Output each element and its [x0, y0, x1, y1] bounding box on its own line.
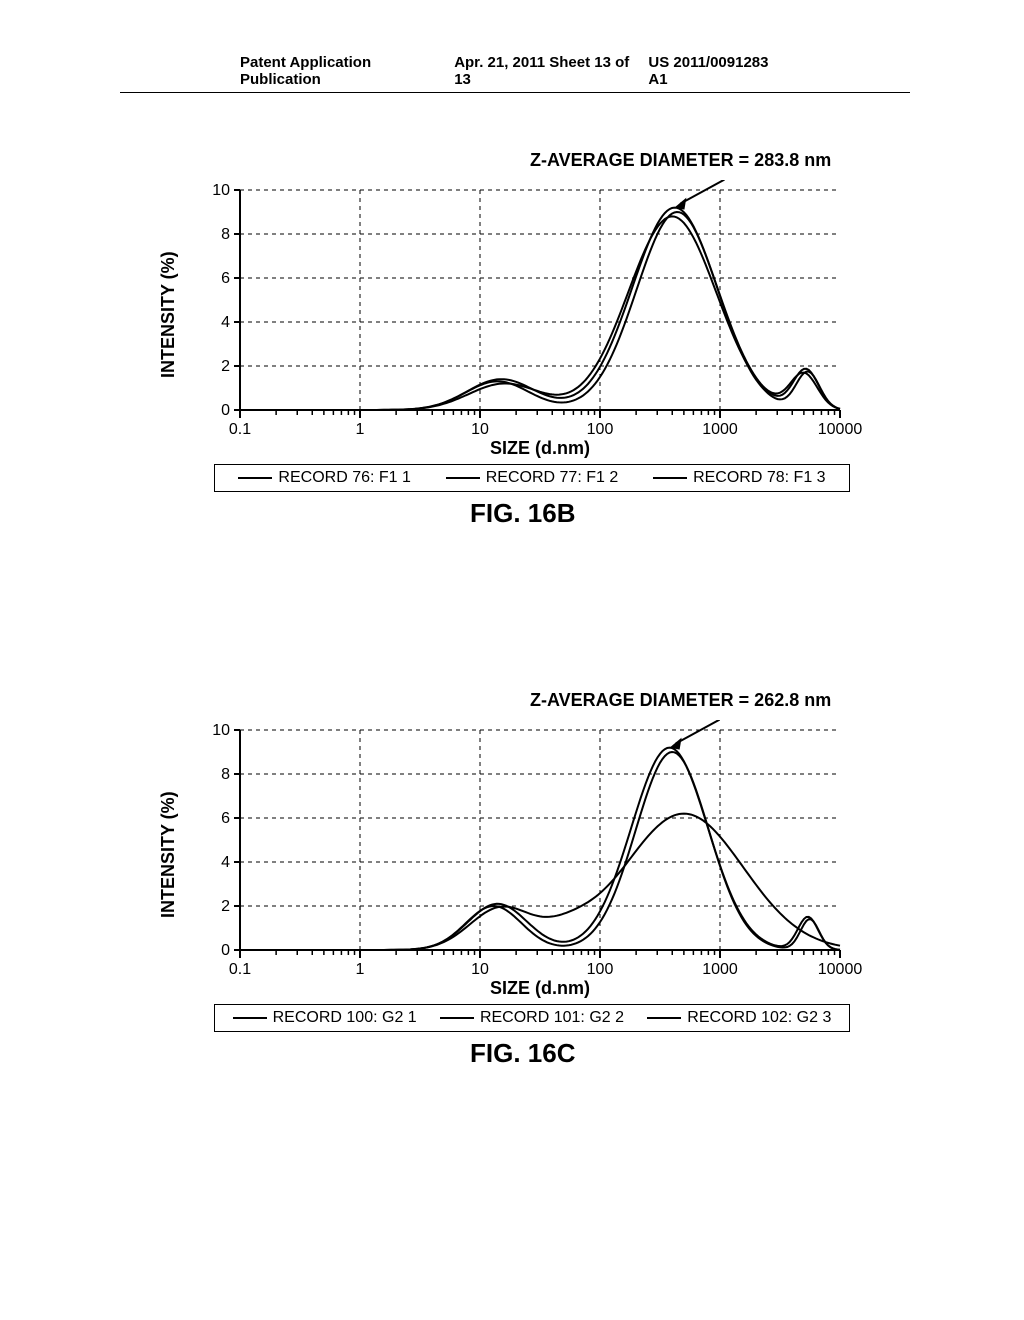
legend-item: RECORD 101: G2 2: [440, 1009, 624, 1027]
legend-line-icon: [446, 477, 480, 479]
svg-text:6: 6: [221, 810, 230, 827]
chart-b-xlabel: SIZE (d.nm): [490, 438, 590, 459]
chart-b-figure-label: FIG. 16B: [470, 498, 575, 529]
chart-c-ylabel: INTENSITY (%): [158, 791, 179, 918]
legend-line-icon: [653, 477, 687, 479]
legend-item: RECORD 78: F1 3: [653, 469, 825, 487]
svg-text:100: 100: [587, 961, 614, 978]
svg-text:4: 4: [221, 314, 230, 331]
svg-text:1000: 1000: [702, 421, 738, 438]
svg-text:0.1: 0.1: [229, 961, 251, 978]
svg-text:10: 10: [212, 182, 230, 199]
svg-text:1000: 1000: [702, 961, 738, 978]
svg-text:10: 10: [471, 961, 489, 978]
chart-16b: Z-AVERAGE DIAMETER = 283.8 nm INTENSITY …: [130, 160, 900, 460]
svg-text:100: 100: [587, 421, 614, 438]
chart-c-legend: RECORD 100: G2 1 RECORD 101: G2 2 RECORD…: [214, 1004, 850, 1032]
chart-b-annotation: Z-AVERAGE DIAMETER = 283.8 nm: [530, 150, 831, 171]
svg-text:8: 8: [221, 226, 230, 243]
svg-text:2: 2: [221, 898, 230, 915]
legend-label: RECORD 101: G2 2: [480, 1009, 624, 1027]
legend-label: RECORD 100: G2 1: [273, 1009, 417, 1027]
svg-text:10: 10: [471, 421, 489, 438]
svg-text:1: 1: [356, 421, 365, 438]
chart-16c: Z-AVERAGE DIAMETER = 262.8 nm INTENSITY …: [130, 700, 900, 1000]
legend-label: RECORD 77: F1 2: [486, 469, 618, 487]
chart-c-annotation: Z-AVERAGE DIAMETER = 262.8 nm: [530, 690, 831, 711]
chart-c-xlabel: SIZE (d.nm): [490, 978, 590, 999]
svg-text:10000: 10000: [818, 961, 863, 978]
legend-label: RECORD 78: F1 3: [693, 469, 825, 487]
legend-item: RECORD 77: F1 2: [446, 469, 618, 487]
svg-text:1: 1: [356, 961, 365, 978]
legend-label: RECORD 76: F1 1: [278, 469, 410, 487]
svg-text:0: 0: [221, 402, 230, 419]
chart-b-ylabel: INTENSITY (%): [158, 251, 179, 378]
legend-line-icon: [647, 1017, 681, 1019]
svg-text:2: 2: [221, 358, 230, 375]
legend-line-icon: [238, 477, 272, 479]
legend-label: RECORD 102: G2 3: [687, 1009, 831, 1027]
chart-c-figure-label: FIG. 16C: [470, 1038, 575, 1069]
chart-c-plot: 0 2 4 6 8 10 0.1 1 10 100 1000 10000: [180, 720, 900, 1000]
legend-item: RECORD 76: F1 1: [238, 469, 410, 487]
legend-line-icon: [233, 1017, 267, 1019]
svg-text:10: 10: [212, 722, 230, 739]
svg-text:4: 4: [221, 854, 230, 871]
header-left: Patent Application Publication: [240, 54, 454, 88]
chart-b-legend: RECORD 76: F1 1 RECORD 77: F1 2 RECORD 7…: [214, 464, 850, 492]
legend-item: RECORD 100: G2 1: [233, 1009, 417, 1027]
svg-text:0.1: 0.1: [229, 421, 251, 438]
patent-header: Patent Application Publication Apr. 21, …: [120, 54, 910, 93]
header-right: US 2011/0091283 A1: [648, 54, 790, 88]
legend-item: RECORD 102: G2 3: [647, 1009, 831, 1027]
svg-text:6: 6: [221, 270, 230, 287]
svg-text:10000: 10000: [818, 421, 863, 438]
svg-text:0: 0: [221, 942, 230, 959]
header-center: Apr. 21, 2011 Sheet 13 of 13: [454, 54, 648, 88]
legend-line-icon: [440, 1017, 474, 1019]
chart-b-plot: 0 2 4 6 8 10 0.1 1 10 100 1000 10000: [180, 180, 900, 460]
svg-text:8: 8: [221, 766, 230, 783]
